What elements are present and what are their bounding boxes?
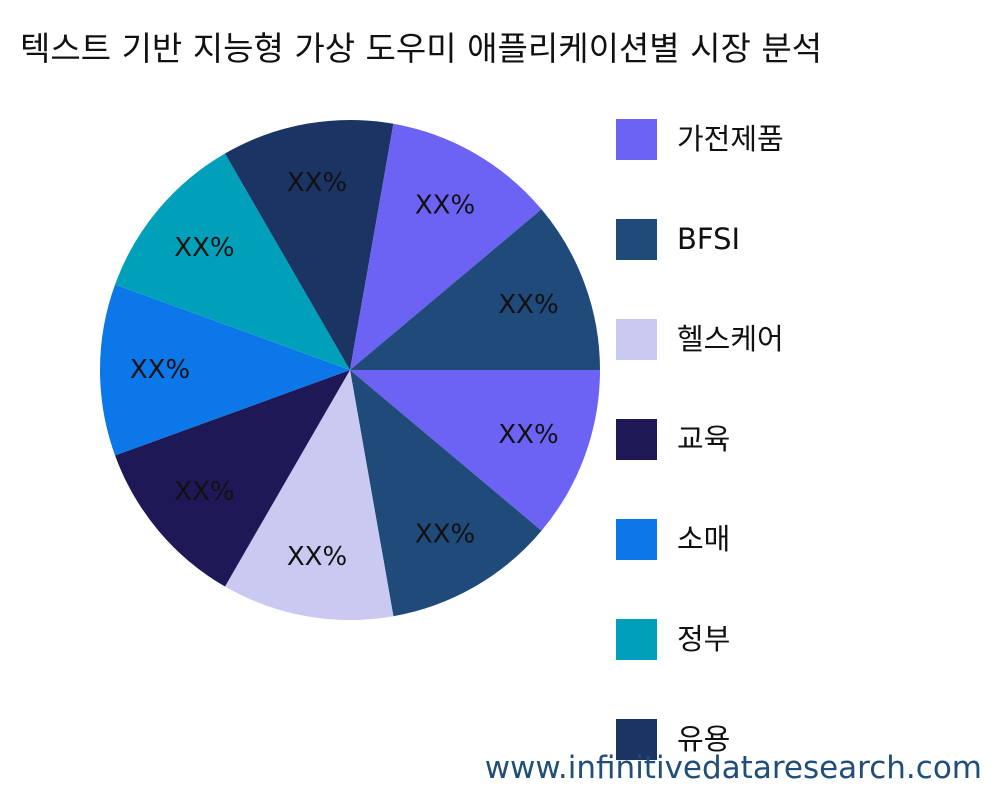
slice-data-label: XX% [130,355,190,385]
legend-swatch [616,319,657,360]
pie-slice [225,120,394,371]
slice-data-label: XX% [287,542,347,572]
chart-title: 텍스트 기반 지능형 가상 도우미 애플리케이션별 시장 분석 [20,29,823,68]
legend-swatch [616,719,657,760]
pie-slice [115,370,350,587]
slice-data-label: XX% [174,477,234,507]
slice-data-label: XX% [415,190,475,220]
slice-data-label: XX% [287,168,347,198]
legend-swatch [616,219,657,260]
legend-item: BFSI [616,219,876,260]
legend-label: 정부 [677,622,731,656]
legend-swatch [616,119,657,160]
pie-slice [350,209,600,370]
pie-slice [99,284,350,456]
legend-item: 교육 [616,419,876,460]
slice-data-label: XX% [415,520,475,550]
watermark-url: www.infinitivedataresearch.com [484,750,982,786]
legend-label: BFSI [677,222,741,256]
pie-slice [115,153,350,370]
legend-item: 가전제품 [616,119,876,160]
slice-data-label: XX% [498,420,558,450]
legend-label: 유용 [677,722,731,756]
legend-swatch [616,519,657,560]
legend-item: 정부 [616,619,876,660]
legend-label: 소매 [677,522,731,556]
slice-data-label: XX% [174,233,234,263]
legend-label: 헬스케어 [677,322,784,356]
pie-slice [350,123,542,370]
pie-slice [350,370,600,531]
legend-item: 유용 [616,719,876,760]
legend-item: 소매 [616,519,876,560]
legend-label: 교육 [677,422,731,456]
legend-item: 헬스케어 [616,319,876,360]
pie-slice [225,370,394,621]
pie-slice [350,370,542,617]
legend-label: 가전제품 [677,122,784,156]
legend-swatch [616,619,657,660]
legend-swatch [616,419,657,460]
slice-data-label: XX% [498,290,558,320]
